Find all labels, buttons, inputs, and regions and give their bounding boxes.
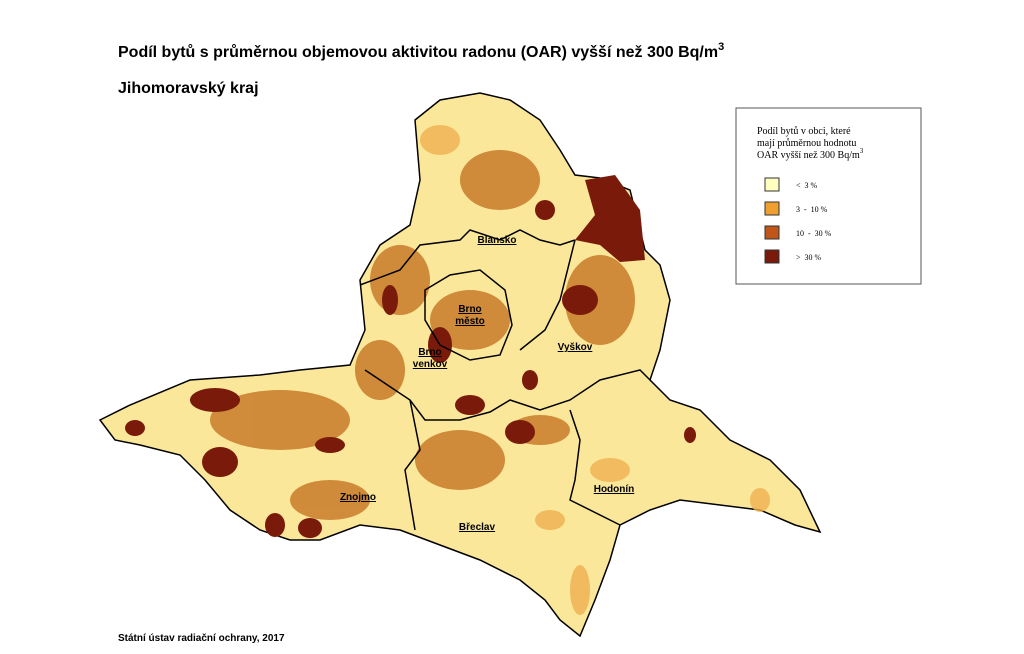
legend-title: OAR vyšší než 300 Bq/m3 [757,147,864,161]
district-labels: BlanskoBrnoměstoBrnovenkovVyškovZnojmoBř… [340,235,634,533]
source: Státní ústav radiační ochrany, 2017 [118,633,285,644]
district-label: Vyškov [558,342,593,353]
legend-title-text: OAR vyšší než 300 Bq/m [757,150,860,161]
legend-label: > 30 % [796,253,822,262]
district-label: Brno [418,347,441,358]
district-label: venkov [413,359,448,370]
district-borders [359,229,651,531]
legend-swatch [764,225,780,240]
district-label: Hodonín [594,484,635,495]
region-map [98,92,822,638]
legend-swatch [764,177,780,192]
legend-label: 10 - 30 % [796,229,832,238]
district-label: Brno [458,304,481,315]
legend-label: < 3 % [796,181,818,190]
subtitle: Jihomoravský kraj [118,80,259,97]
legend-title: mají průměrnou hodnotu [757,138,856,149]
dark-areas [125,175,696,538]
district-label: Břeclav [459,522,496,533]
legend-title: Podíl bytů v obci, které [757,126,851,137]
legend-swatch [764,249,780,264]
light-orange-areas [420,125,770,615]
legend-title-sup: 3 [860,147,864,155]
legend-label: 3 - 10 % [796,205,828,214]
region-outline [98,92,822,638]
district-label: město [455,316,484,327]
district-label: Blansko [478,235,517,246]
district-label: Znojmo [340,492,376,503]
legend-swatch [764,201,780,216]
title: Podíl bytů s průměrnou objemovou aktivit… [118,41,724,61]
